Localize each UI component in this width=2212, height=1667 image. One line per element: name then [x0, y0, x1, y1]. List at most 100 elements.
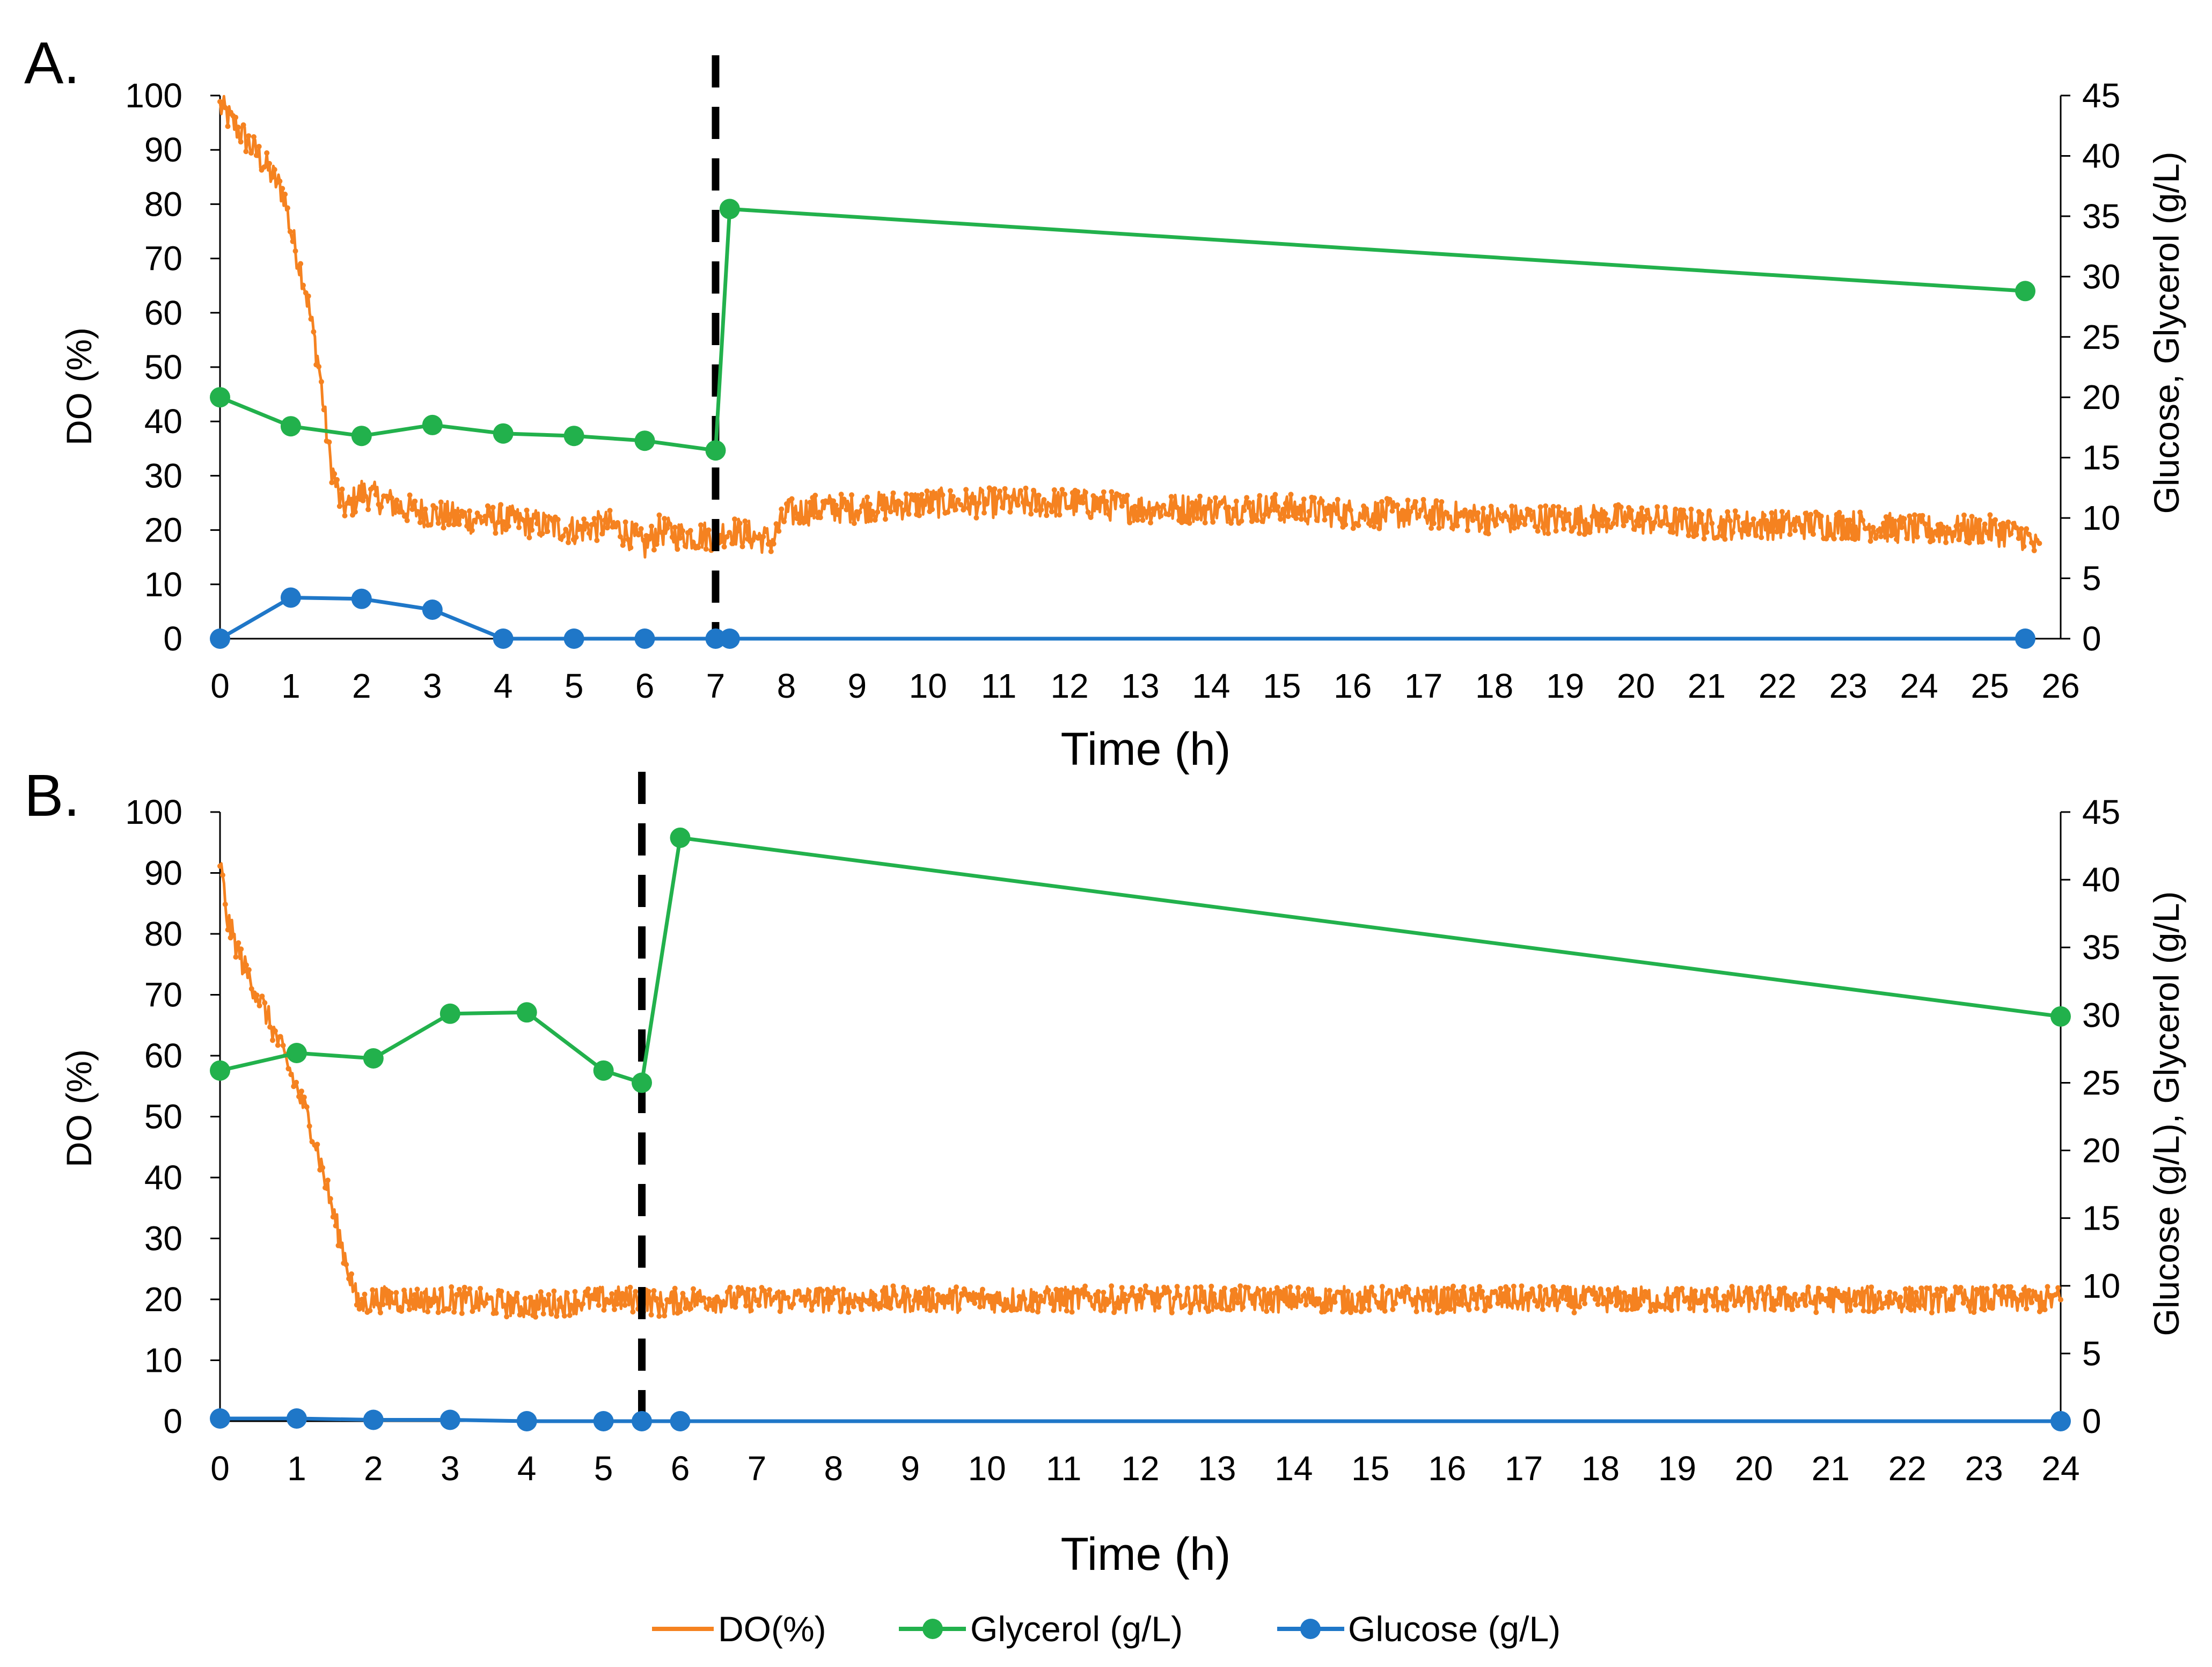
do-point	[1866, 1308, 1872, 1314]
do-point	[1956, 537, 1962, 543]
do-point	[1295, 1285, 1301, 1291]
do-point	[1989, 1305, 1995, 1311]
do-point	[563, 527, 569, 532]
do-point	[1082, 1283, 1088, 1289]
do-point	[365, 507, 371, 513]
do-point	[893, 1292, 899, 1298]
do-point	[1577, 530, 1583, 536]
do-point	[737, 521, 743, 527]
x-tick-label: 3	[441, 1449, 460, 1488]
do-point	[701, 1295, 707, 1301]
do-point	[1247, 500, 1252, 506]
do-point	[1482, 1308, 1488, 1313]
do-point	[714, 1294, 720, 1300]
do-point	[1673, 506, 1679, 512]
do-point	[388, 1290, 394, 1296]
do-point	[1199, 507, 1205, 512]
do-point	[836, 507, 841, 513]
do-point	[521, 518, 527, 523]
do-point	[771, 541, 777, 547]
do-point	[1721, 1293, 1727, 1299]
do-point	[1389, 508, 1395, 514]
do-point	[1436, 525, 1442, 531]
do-point	[1471, 1296, 1477, 1302]
do-point	[564, 1290, 570, 1296]
do-point	[1213, 495, 1218, 501]
do-point	[997, 488, 1002, 494]
do-point	[664, 525, 670, 531]
do-point	[875, 509, 881, 515]
do-point	[462, 510, 467, 516]
do-point	[567, 1312, 573, 1318]
do-point	[1961, 512, 1967, 518]
do-point	[1493, 522, 1499, 528]
do-point	[459, 1311, 465, 1317]
do-point	[1705, 1287, 1711, 1293]
y-axis-title: DO (%)	[59, 327, 99, 445]
do-point	[1553, 1288, 1559, 1293]
do-point	[320, 1165, 326, 1171]
do-point	[511, 509, 517, 515]
do-point	[1498, 1285, 1504, 1291]
do-point	[1857, 509, 1863, 515]
do-point	[2003, 523, 2009, 529]
do-point	[560, 533, 566, 539]
do-point	[1971, 1310, 1977, 1315]
do-point	[1548, 512, 1554, 518]
do-point	[1137, 512, 1143, 518]
x-tick-label: 10	[968, 1449, 1006, 1488]
do-point	[1763, 1291, 1769, 1297]
do-point	[482, 1300, 488, 1306]
do-point	[1361, 1306, 1367, 1311]
do-point	[1498, 516, 1504, 522]
do-point	[1512, 525, 1517, 531]
panel-label: B.	[24, 763, 80, 829]
do-point	[1913, 1290, 1919, 1296]
do-point	[407, 492, 413, 498]
do-point	[1356, 1292, 1361, 1298]
do-point	[1458, 1289, 1464, 1294]
do-point	[253, 152, 259, 158]
do-point	[1028, 511, 1034, 517]
y-tick-label: 90	[144, 854, 182, 893]
do-point	[1156, 1304, 1162, 1310]
do-point	[291, 1084, 297, 1090]
do-point	[1558, 510, 1564, 516]
do-point	[1769, 510, 1775, 516]
do-point	[422, 506, 428, 512]
do-point	[1968, 1298, 1974, 1304]
do-point	[1135, 1293, 1141, 1298]
do-point	[1982, 521, 1988, 527]
do-point	[454, 1292, 459, 1298]
do-point	[1787, 531, 1793, 537]
do-point	[2058, 1297, 2063, 1303]
do-point	[1311, 1301, 1317, 1307]
do-point	[1062, 492, 1068, 498]
do-point	[979, 488, 985, 494]
do-point	[464, 1291, 470, 1297]
glucose-point	[632, 1411, 652, 1431]
y-tick-label: 40	[144, 1158, 182, 1197]
do-point	[433, 505, 438, 511]
do-point	[961, 507, 966, 513]
do-point	[1424, 1289, 1430, 1295]
do-point	[1571, 524, 1577, 530]
do-point	[420, 514, 426, 520]
do-point	[555, 517, 561, 522]
do-point	[1046, 502, 1052, 508]
do-point	[525, 1310, 531, 1315]
do-point	[1227, 1307, 1233, 1313]
x-tick-label: 16	[1428, 1449, 1466, 1488]
do-point	[1427, 1307, 1432, 1313]
glycerol-point	[516, 1002, 537, 1023]
do-point	[2026, 531, 2032, 537]
x-tick-label: 22	[1888, 1449, 1927, 1488]
do-point	[1881, 1300, 1887, 1306]
do-point	[1636, 523, 1642, 529]
do-point	[1792, 528, 1798, 533]
do-point	[1709, 521, 1715, 527]
do-point	[809, 1307, 815, 1313]
do-point	[1953, 523, 1959, 529]
do-point	[1858, 1300, 1864, 1306]
y-tick-label: 30	[144, 456, 182, 495]
